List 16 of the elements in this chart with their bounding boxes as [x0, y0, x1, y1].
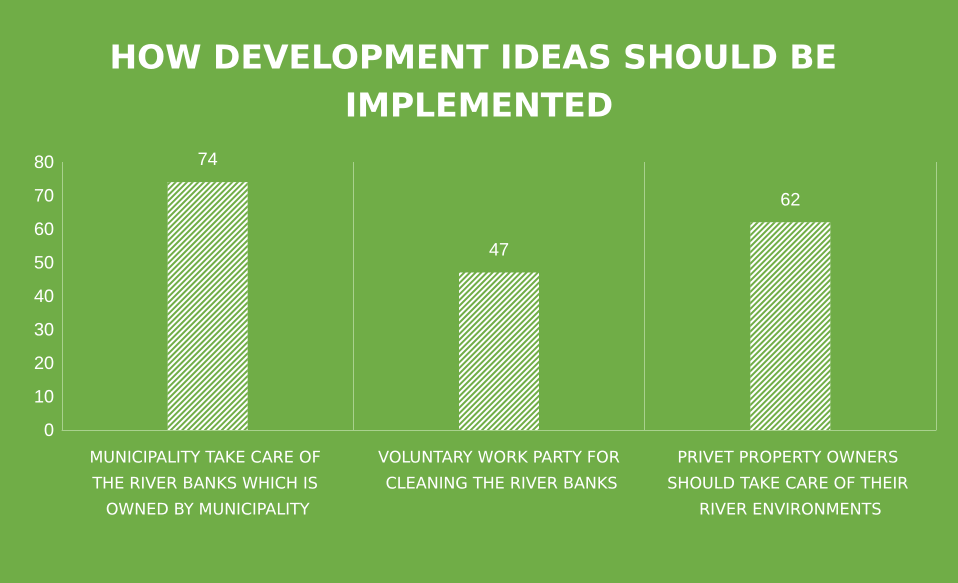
y-tick-label: 80 — [34, 152, 54, 172]
y-tick-label: 10 — [34, 386, 54, 406]
data-label: 47 — [488, 240, 510, 260]
x-tick-label: VOLUNTARY WORK PARTY FOR CLEANING THE RIVER BANKS — [378, 448, 620, 492]
chart-title: HOW DEVELOPMENT IDEAS SHOULD BE IMPLEMENTED — [109, 38, 849, 124]
y-tick-label: 40 — [34, 286, 54, 306]
data-label: 62 — [780, 189, 800, 210]
y-tick-label: 0 — [44, 420, 54, 440]
x-tick-label: MUNICIPALITY TAKE CARE OF THE RIVER BANKS WHICH IS OWNED BY MUNICIPALITY — [89, 448, 326, 518]
x-tick-label: PRIVET PROPERTY OWNERS SHOULD TAKE CARE OF THEIR RIVER ENVIRONMENTS — [667, 448, 914, 518]
data-label: 74 — [198, 149, 218, 170]
y-tick-label: 20 — [34, 353, 54, 373]
y-tick-label: 30 — [34, 320, 54, 340]
y-tick-label: 50 — [34, 252, 54, 272]
y-tick-label: 60 — [34, 219, 54, 239]
y-tick-label: 70 — [34, 186, 54, 206]
